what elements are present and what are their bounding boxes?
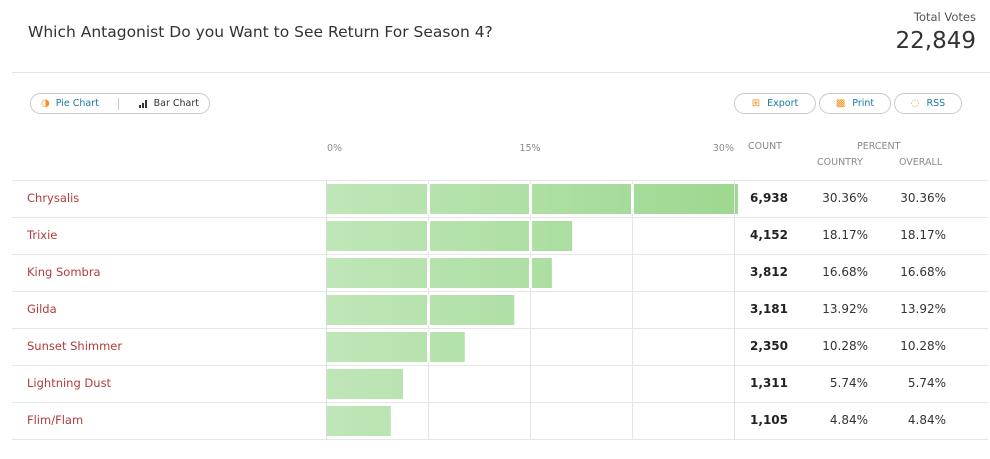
pie-chart-button[interactable]: ◑ Pie Chart [41, 98, 99, 109]
option-name-link[interactable]: Flim/Flam [27, 413, 84, 427]
chart-type-toggle: ◑ Pie Chart Bar Chart [30, 93, 210, 114]
print-button[interactable]: ▩ Print [819, 93, 891, 114]
bar-segment-gap [427, 295, 430, 325]
rss-label: RSS [926, 98, 946, 109]
poll-title: Which Antagonist Do you Want to See Retu… [28, 23, 493, 41]
rss-button[interactable]: ◌ RSS [894, 93, 962, 114]
option-overall-percent: 18.17% [900, 228, 946, 242]
option-country-percent: 16.68% [822, 265, 868, 279]
option-name-link[interactable]: Trixie [27, 228, 58, 242]
overall-column-header: OVERALL [899, 157, 943, 168]
bar-segment-gap [427, 221, 430, 251]
bar-segment-gap [529, 184, 532, 214]
bar-segment-gap [427, 332, 430, 362]
bar [327, 221, 573, 251]
x-tick-label: 0% [327, 143, 342, 154]
option-name-link[interactable]: Gilda [27, 302, 57, 316]
count-column-header: COUNT [748, 141, 782, 152]
print-icon: ▩ [835, 98, 846, 109]
option-overall-percent: 16.68% [900, 265, 946, 279]
option-name-link[interactable]: Lightning Dust [27, 376, 112, 390]
print-label: Print [852, 98, 875, 109]
option-country-percent: 10.28% [822, 339, 868, 353]
bar-segment-gap [427, 184, 430, 214]
option-count: 1,105 [750, 413, 788, 427]
option-overall-percent: 13.92% [900, 302, 946, 316]
option-count: 3,812 [750, 265, 788, 279]
x-tick-label: 30% [713, 143, 734, 154]
option-country-percent: 30.36% [822, 191, 868, 205]
x-tick-label: 15% [519, 143, 540, 154]
bar-chart-button[interactable]: Bar Chart [138, 98, 199, 109]
option-country-percent: 13.92% [822, 302, 868, 316]
export-button[interactable]: ⊞ Export [734, 93, 816, 114]
bar [327, 406, 391, 436]
option-overall-percent: 4.84% [907, 413, 946, 427]
export-icon: ⊞ [751, 98, 761, 109]
rss-icon: ◌ [910, 98, 920, 109]
option-overall-percent: 5.74% [907, 376, 946, 390]
option-count: 6,938 [750, 191, 788, 205]
bar-segment-gap [631, 184, 634, 214]
toggle-divider [118, 97, 120, 110]
export-label: Export [767, 98, 799, 109]
bar [327, 295, 515, 325]
option-name-link[interactable]: Sunset Shimmer [27, 339, 123, 353]
percent-column-header: PERCENT [857, 141, 901, 152]
option-name-link[interactable]: King Sombra [27, 265, 101, 279]
option-country-percent: 18.17% [822, 228, 868, 242]
option-overall-percent: 30.36% [900, 191, 946, 205]
total-votes-label: Total Votes [913, 10, 976, 24]
pie-chart-icon: ◑ [41, 98, 50, 109]
bar [327, 258, 552, 288]
bar [327, 332, 465, 362]
option-count: 4,152 [750, 228, 788, 242]
option-name-link[interactable]: Chrysalis [27, 191, 80, 205]
bar [327, 369, 404, 399]
country-column-header: COUNTRY [817, 157, 863, 168]
option-country-percent: 4.84% [829, 413, 868, 427]
option-count: 3,181 [750, 302, 788, 316]
pie-chart-label: Pie Chart [55, 98, 99, 109]
total-votes-value: 22,849 [895, 28, 976, 54]
header-divider [12, 72, 990, 73]
bar [327, 184, 738, 214]
option-country-percent: 5.74% [829, 376, 868, 390]
bar-segment-gap [529, 221, 532, 251]
option-count: 2,350 [750, 339, 788, 353]
option-overall-percent: 10.28% [900, 339, 946, 353]
bar-chart-icon [138, 100, 147, 108]
bar-segment-gap [529, 258, 532, 288]
option-count: 1,311 [750, 376, 788, 390]
bar-chart-label: Bar Chart [153, 98, 199, 109]
bar-segment-gap [427, 258, 430, 288]
